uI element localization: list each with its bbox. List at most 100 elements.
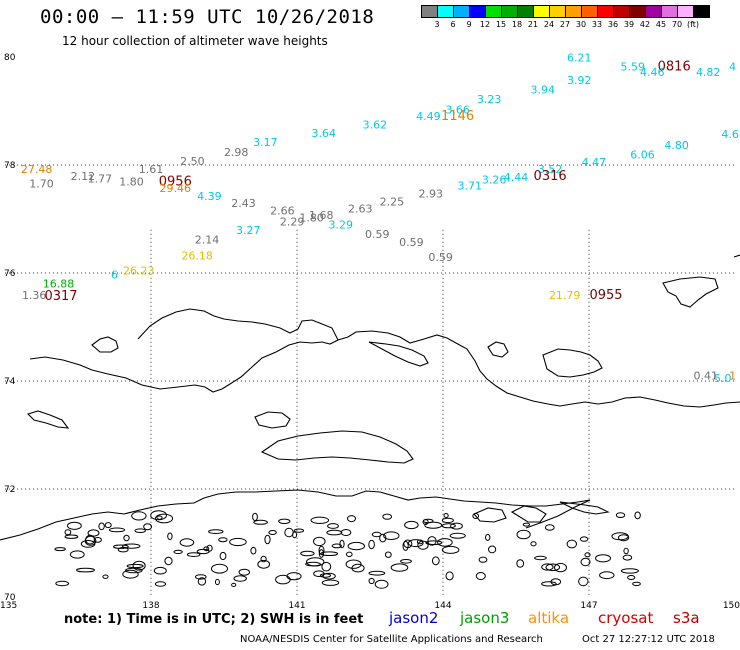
pass-time-label: 0316 <box>534 169 567 184</box>
islet <box>186 552 201 557</box>
islet <box>530 541 537 547</box>
islet <box>374 579 389 589</box>
islet <box>87 529 100 537</box>
islet <box>211 563 228 574</box>
latitude-label: 80 <box>4 53 16 63</box>
islet <box>611 532 629 541</box>
wave-height-label: 2.14 <box>195 233 220 246</box>
islet <box>566 539 577 549</box>
wave-height-label: 0.59 <box>365 228 390 241</box>
islet <box>595 554 611 563</box>
islet <box>488 545 497 554</box>
islet <box>346 551 353 557</box>
wave-height-label: 1 <box>729 369 736 382</box>
legend-label: 24 <box>543 20 555 29</box>
islet <box>126 563 144 569</box>
islet <box>173 549 183 555</box>
islet <box>132 560 146 571</box>
legend-label: 30 <box>575 20 587 29</box>
islet <box>475 572 486 580</box>
coastline <box>0 254 740 541</box>
islet <box>632 581 641 587</box>
islet <box>441 517 454 524</box>
credit-line: NOAA/NESDIS Center for Satellite Applica… <box>240 634 543 645</box>
islet <box>313 536 326 547</box>
islet <box>550 578 562 586</box>
wave-height-label: 2.29 <box>280 216 305 229</box>
islet <box>345 559 362 569</box>
wave-height-label: 0.59 <box>399 236 424 249</box>
islet <box>98 522 105 531</box>
islet <box>321 561 332 572</box>
wave-height-label: 6 <box>111 268 118 281</box>
islet <box>580 557 591 567</box>
islet <box>450 522 463 530</box>
wave-height-label: 1.70 <box>29 178 54 191</box>
islet <box>424 521 443 529</box>
islet <box>627 575 636 580</box>
islet <box>441 545 460 554</box>
islet <box>238 568 251 576</box>
satellite-cryosat: cryosat <box>598 609 654 627</box>
islet <box>541 581 557 587</box>
wave-height-label: 1.36 <box>22 289 47 302</box>
legend-label: 70 <box>671 20 683 29</box>
legend-label: 39 <box>623 20 635 29</box>
wave-height-label: 26.18 <box>181 250 213 263</box>
wave-height-label: 0.59 <box>428 251 453 264</box>
islet <box>623 547 629 555</box>
islet <box>622 554 633 561</box>
islet <box>485 533 491 541</box>
islet <box>368 577 375 585</box>
legend-swatch <box>693 5 710 18</box>
islet <box>319 573 331 578</box>
legend-label: (ft) <box>686 20 700 29</box>
islet <box>408 539 424 548</box>
islet <box>368 539 375 550</box>
islet <box>620 568 639 574</box>
islet <box>417 540 429 550</box>
islet <box>347 541 365 551</box>
wave-height-label: 2.98 <box>224 146 249 159</box>
islet <box>383 531 400 541</box>
legend-label: 15 <box>495 20 507 29</box>
longitude-label: 150 <box>723 601 740 611</box>
longitude-label: 147 <box>580 601 597 611</box>
wave-height-label: 2.93 <box>419 187 444 200</box>
islet <box>578 576 589 587</box>
islet <box>478 556 488 563</box>
islet <box>544 524 555 531</box>
wave-height-label: 4 <box>729 61 736 74</box>
islet <box>214 578 220 586</box>
islet <box>76 567 95 573</box>
islet <box>122 543 141 549</box>
islet <box>579 536 589 542</box>
map-subtitle: 12 hour collection of altimeter wave hei… <box>62 34 328 48</box>
wave-height-label: 3.27 <box>236 224 261 237</box>
islet <box>416 539 424 545</box>
islet <box>253 519 268 525</box>
islet <box>153 566 167 575</box>
islet <box>449 532 466 539</box>
pass-time-label: 0317 <box>44 289 77 304</box>
wave-height-label: 2.63 <box>348 203 373 216</box>
legend-label: 36 <box>607 20 619 29</box>
islet <box>231 582 237 588</box>
islet <box>326 529 343 536</box>
islet <box>229 537 247 547</box>
islet <box>233 575 247 582</box>
wave-height-label: 2.12 <box>71 170 96 183</box>
islet <box>327 523 339 529</box>
latitude-label: 78 <box>4 161 16 171</box>
graticule <box>5 164 735 597</box>
islet <box>368 570 386 576</box>
islet <box>443 513 449 518</box>
wave-height-label: 0.41 <box>694 369 719 382</box>
wave-height-label: 6.06 <box>630 149 655 162</box>
islet <box>203 546 210 552</box>
wave-height-label: 3.64 <box>312 127 337 140</box>
islet <box>599 571 615 580</box>
wave-height-label: 3.17 <box>253 136 278 149</box>
